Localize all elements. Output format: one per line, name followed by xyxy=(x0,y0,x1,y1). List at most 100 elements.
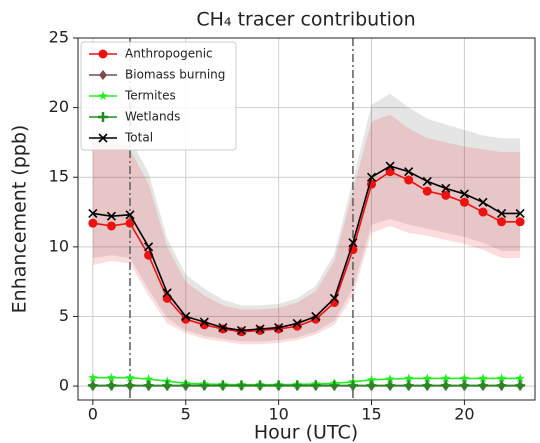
marker xyxy=(274,324,284,334)
marker xyxy=(181,311,191,322)
x-tick-label: 5 xyxy=(181,405,191,424)
x-axis-label: Hour (UTC) xyxy=(254,422,358,443)
marker xyxy=(496,380,507,391)
marker xyxy=(496,208,507,218)
marker xyxy=(497,217,507,227)
axes-frame xyxy=(77,37,536,401)
marker xyxy=(404,175,414,185)
marker xyxy=(477,380,488,391)
marker xyxy=(98,112,108,122)
marker xyxy=(515,217,525,227)
marker xyxy=(366,374,377,384)
marker xyxy=(347,380,358,391)
marker xyxy=(98,91,108,100)
marker xyxy=(329,380,340,391)
marker xyxy=(440,380,451,391)
marker xyxy=(87,380,98,391)
marker xyxy=(422,380,433,391)
y-tick-label: 0 xyxy=(59,376,69,395)
chart-title: CH₄ tracer contribution xyxy=(196,9,415,31)
marker xyxy=(143,380,154,391)
marker xyxy=(217,380,228,391)
marker xyxy=(496,373,507,383)
series-line xyxy=(92,165,521,332)
marker xyxy=(162,288,172,298)
marker xyxy=(385,380,396,391)
marker xyxy=(236,380,247,391)
x-tick-label: 0 xyxy=(88,405,98,424)
marker xyxy=(162,380,173,391)
marker xyxy=(106,221,116,231)
marker xyxy=(99,70,107,80)
marker xyxy=(385,374,395,384)
y-tick-label: 20 xyxy=(49,97,69,116)
marker xyxy=(106,211,117,221)
marker xyxy=(88,208,98,218)
legend-label: Total xyxy=(124,131,153,145)
marker xyxy=(292,318,302,328)
marker xyxy=(404,167,414,177)
marker xyxy=(403,380,414,391)
marker xyxy=(515,208,525,218)
series-line xyxy=(92,376,521,386)
x-tick-label: 20 xyxy=(454,405,474,424)
marker xyxy=(422,373,432,383)
marker xyxy=(515,373,525,383)
marker xyxy=(88,218,98,228)
marker xyxy=(366,380,377,391)
marker xyxy=(144,242,154,252)
marker xyxy=(106,380,117,391)
marker xyxy=(422,186,432,196)
legend-box xyxy=(80,41,237,151)
marker xyxy=(441,373,451,383)
marker xyxy=(199,317,209,327)
marker xyxy=(125,372,135,382)
marker xyxy=(478,207,488,217)
marker xyxy=(125,210,135,220)
marker xyxy=(274,323,284,333)
marker xyxy=(199,380,210,391)
y-tick-label: 10 xyxy=(49,236,69,255)
x-tick-label: 15 xyxy=(361,405,381,424)
marker xyxy=(236,327,246,337)
marker xyxy=(106,372,117,382)
marker xyxy=(236,325,247,335)
marker xyxy=(255,324,265,334)
marker xyxy=(255,325,265,335)
marker xyxy=(125,218,135,228)
y-tick-label: 25 xyxy=(49,28,69,47)
marker xyxy=(143,374,154,384)
marker xyxy=(310,380,321,391)
y-axis-label: Enhancement (ppb) xyxy=(9,125,31,314)
marker xyxy=(422,176,432,186)
marker xyxy=(459,380,470,391)
marker xyxy=(385,161,395,171)
marker xyxy=(348,238,358,248)
marker xyxy=(273,380,284,391)
x-tick-label: 10 xyxy=(268,405,288,424)
marker xyxy=(459,189,469,199)
marker xyxy=(329,293,339,303)
marker xyxy=(441,183,451,193)
marker xyxy=(478,373,488,383)
marker xyxy=(98,133,108,143)
marker xyxy=(441,190,451,200)
marker xyxy=(459,373,470,383)
uncertainty-band xyxy=(92,114,521,345)
legend-label: Biomass burning xyxy=(125,68,225,82)
marker xyxy=(98,49,108,59)
marker xyxy=(311,311,321,322)
marker xyxy=(180,380,191,391)
marker xyxy=(218,323,228,333)
legend-label: Wetlands xyxy=(125,110,180,124)
marker xyxy=(403,373,414,383)
marker xyxy=(255,380,266,391)
marker xyxy=(292,380,303,391)
y-tick-label: 15 xyxy=(49,167,69,186)
uncertainty-band xyxy=(92,93,521,342)
legend-label: Termites xyxy=(124,89,176,103)
y-tick-label: 5 xyxy=(59,306,69,325)
marker xyxy=(88,372,98,382)
marker xyxy=(125,380,136,391)
